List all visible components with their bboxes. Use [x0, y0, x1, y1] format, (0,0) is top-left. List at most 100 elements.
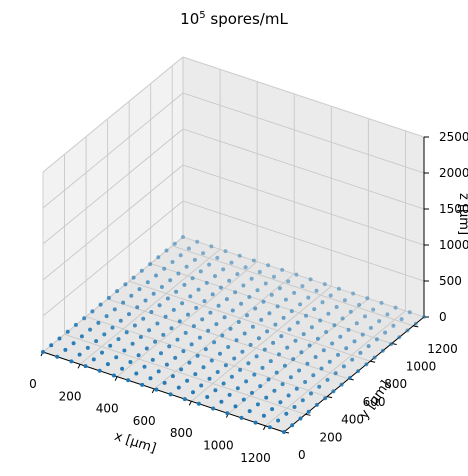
- data-point: [124, 330, 129, 335]
- data-point: [186, 312, 190, 317]
- data-point: [143, 298, 148, 303]
- data-point: [323, 396, 328, 401]
- grid-line-z-left: [42, 128, 184, 245]
- data-point: [110, 325, 115, 330]
- data-point: [287, 327, 292, 332]
- data-point: [136, 353, 141, 358]
- data-point: [251, 258, 256, 263]
- data-point: [266, 263, 271, 268]
- data-point: [291, 357, 296, 362]
- data-point: [385, 312, 390, 317]
- data-point: [179, 367, 184, 372]
- data-point: [306, 295, 311, 300]
- data-point: [228, 326, 233, 331]
- grid-line-z-left: [42, 164, 184, 281]
- data-point: [272, 274, 276, 279]
- data-point: [253, 306, 258, 311]
- data-point: [252, 372, 257, 377]
- data-point: [275, 304, 280, 309]
- data-point: [360, 332, 365, 337]
- data-point: [162, 380, 167, 385]
- data-point: [277, 286, 282, 291]
- data-point: [168, 392, 173, 397]
- data-point: [159, 351, 163, 356]
- data-point: [280, 382, 285, 387]
- data-point: [221, 381, 226, 386]
- data-point: [210, 292, 215, 297]
- data-point: [326, 311, 331, 316]
- data-point: [365, 296, 370, 301]
- data-point: [69, 359, 74, 364]
- data-point: [262, 347, 267, 352]
- data-point: [350, 357, 355, 362]
- data-point: [222, 315, 227, 320]
- y-tick-mark: [305, 413, 311, 416]
- data-point: [268, 359, 273, 364]
- data-point: [227, 278, 232, 283]
- data-point: [264, 395, 269, 400]
- data-point: [154, 387, 159, 392]
- y-tick-label: 1200: [427, 342, 458, 356]
- data-point: [128, 360, 133, 364]
- data-point: [377, 319, 382, 324]
- data-point: [134, 371, 139, 376]
- data-point: [180, 301, 185, 306]
- data-point: [239, 415, 244, 420]
- pane-left: [43, 57, 183, 352]
- data-point: [208, 310, 213, 315]
- data-point: [168, 278, 173, 283]
- data-point: [352, 339, 357, 344]
- data-point: [164, 362, 169, 367]
- y-tick-mark: [413, 325, 419, 328]
- data-point: [126, 378, 131, 383]
- data-point: [201, 365, 206, 370]
- z-tick-label: 1000: [439, 238, 468, 252]
- grid-line-z-back: [182, 92, 425, 174]
- data-point: [195, 239, 200, 244]
- data-point: [159, 285, 164, 289]
- data-point: [175, 337, 180, 342]
- data-point: [156, 255, 161, 260]
- y-tick-mark: [370, 360, 376, 363]
- data-point: [82, 316, 87, 321]
- data-point: [298, 416, 303, 421]
- data-point: [112, 307, 117, 312]
- data-point: [282, 430, 286, 434]
- data-point: [300, 284, 305, 289]
- data-point: [250, 390, 254, 395]
- z-axis-label: z [μm]: [456, 193, 468, 235]
- grid-line-z-left: [42, 92, 184, 209]
- data-point: [383, 330, 388, 335]
- data-point: [339, 382, 344, 387]
- data-point: [98, 302, 103, 307]
- data-point: [322, 282, 327, 287]
- data-point: [292, 290, 297, 295]
- data-point: [347, 375, 352, 380]
- grid-line-y: [172, 245, 414, 327]
- data-point: [319, 366, 324, 371]
- data-point: [104, 314, 109, 319]
- data-point: [351, 291, 356, 296]
- data-point: [212, 340, 217, 345]
- data-point: [172, 241, 177, 246]
- data-point: [97, 368, 102, 373]
- data-point: [244, 379, 249, 384]
- data-point: [246, 361, 251, 366]
- chart-title: 105 spores/mL: [0, 10, 468, 28]
- data-point: [341, 364, 346, 369]
- data-point: [241, 283, 246, 288]
- data-point: [164, 248, 169, 253]
- data-point: [163, 314, 168, 319]
- data-point: [256, 336, 261, 341]
- data-point: [279, 334, 284, 339]
- data-point: [206, 328, 211, 333]
- data-point: [170, 260, 175, 264]
- data-point: [311, 373, 316, 378]
- x-tick-label: 800: [170, 426, 193, 440]
- data-point: [274, 370, 279, 375]
- data-point: [77, 352, 82, 357]
- data-point: [138, 335, 143, 339]
- data-point: [238, 367, 243, 372]
- data-point: [348, 309, 353, 314]
- data-point: [90, 309, 95, 314]
